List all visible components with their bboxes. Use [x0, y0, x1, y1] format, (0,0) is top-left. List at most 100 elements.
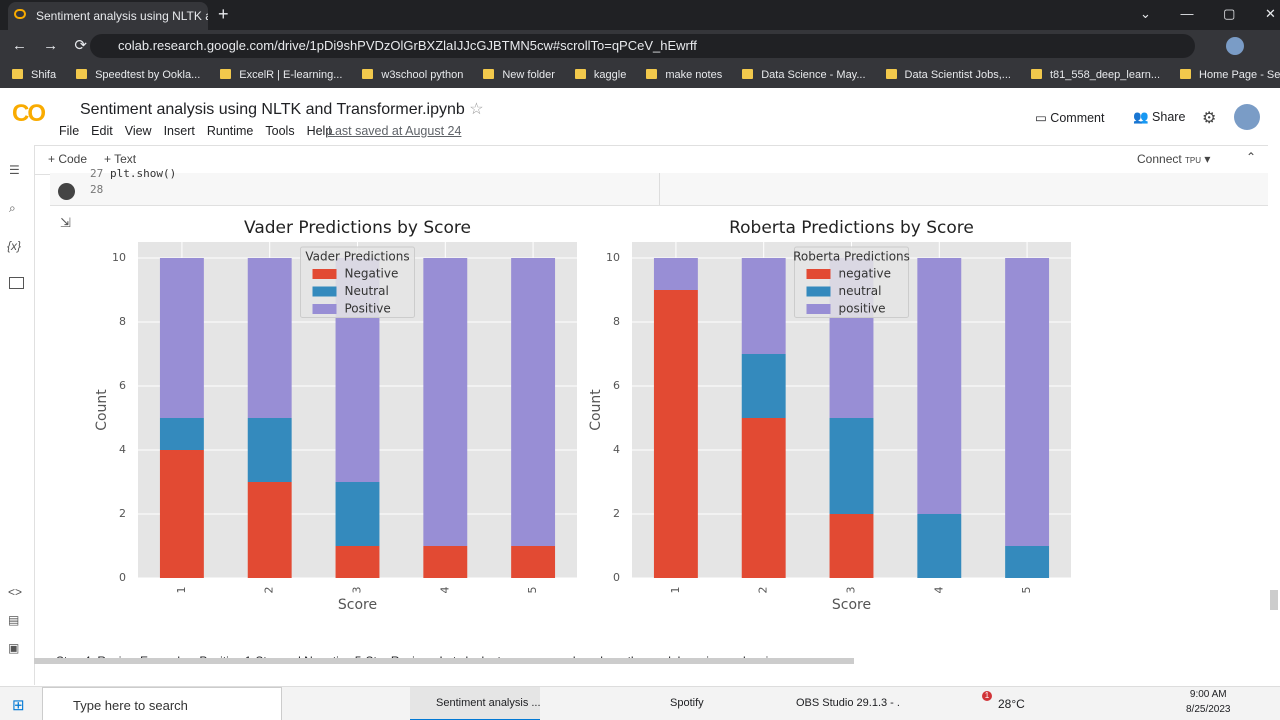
y-tick-label: 6 [119, 379, 126, 392]
x-tick-label: 5 [1020, 587, 1033, 594]
y-tick-label: 4 [613, 443, 620, 456]
x-tick-label: 2 [757, 587, 770, 594]
terminal-icon[interactable]: ▣ [8, 641, 20, 655]
comment-label[interactable]: Comment [1050, 111, 1105, 125]
bookmark[interactable]: Data Scientist Jobs,... [886, 69, 1011, 81]
legend-swatch [806, 286, 831, 297]
bar-segment [741, 418, 786, 578]
temperature[interactable]: 28°C [998, 697, 1025, 711]
app-label[interactable]: Spotify [670, 697, 704, 709]
bookmark[interactable]: make notes [646, 69, 722, 81]
collapse-button[interactable]: ⌃ [1246, 150, 1257, 164]
share-label[interactable]: Share [1152, 110, 1186, 124]
bar-segment [335, 546, 380, 578]
horizontal-scrollbar[interactable] [34, 658, 854, 664]
url[interactable]: colab.research.google.com/drive/1pDi9shP… [118, 38, 697, 53]
add-code-label[interactable]: Code [58, 152, 88, 166]
menu-item[interactable]: File [59, 124, 80, 138]
chart-title: Roberta Predictions by Score [729, 218, 974, 238]
clock[interactable]: 9:00 AM 8/25/2023 [1186, 689, 1231, 715]
menu-item[interactable]: Runtime [206, 124, 254, 138]
last-saved[interactable]: Last saved at August 24 [328, 124, 462, 138]
tab-title[interactable]: Sentiment analysis using NLTK an [36, 9, 208, 23]
output-icon[interactable]: ⇲ [60, 215, 71, 230]
taskbar-app[interactable]: Sentiment analysis ... [410, 687, 540, 720]
add-text-button[interactable]: + Text [104, 152, 137, 166]
taskbar-app[interactable]: Spotify [644, 687, 754, 720]
time[interactable]: 9:00 AM [1189, 689, 1227, 700]
toc-icon[interactable]: ☰ [9, 163, 20, 177]
legend-label: Neutral [345, 284, 389, 298]
add-text-label[interactable]: Text [114, 152, 137, 166]
bookmark[interactable]: Home Page - Select... [1180, 69, 1280, 81]
y-tick-label: 0 [613, 571, 620, 584]
app-label[interactable]: OBS Studio 29.1.3 - ... [796, 697, 900, 709]
menu-item[interactable]: View [124, 124, 152, 138]
command-icon[interactable]: ▤ [8, 613, 20, 627]
bookmark[interactable]: Shifa [12, 69, 56, 81]
snippets-icon[interactable]: <> [8, 585, 23, 599]
bookmark[interactable]: kaggle [575, 69, 626, 81]
start-button[interactable]: ⊞ [12, 697, 25, 714]
bar-segment [247, 418, 292, 482]
star-icon[interactable]: ☆ [469, 101, 484, 118]
legend-swatch [312, 304, 337, 314]
files-icon[interactable] [9, 277, 24, 289]
weather-badge: 1 [982, 691, 992, 701]
nav-buttons[interactable]: ← → ⟳ [12, 37, 87, 54]
notebook-title[interactable]: Sentiment analysis using NLTK and Transf… [80, 99, 484, 119]
y-tick-label: 4 [119, 443, 126, 456]
bar-segment [1005, 546, 1050, 578]
url-field[interactable]: colab.research.google.com/drive/1pDi9shP… [90, 34, 1195, 58]
connect-button[interactable]: Connect TPU ▾ [1137, 152, 1211, 166]
run-button[interactable] [58, 183, 75, 200]
bookmark[interactable]: w3school python [362, 69, 463, 81]
bar-segment [741, 354, 786, 418]
search-placeholder[interactable]: Type here to search [73, 698, 188, 713]
add-code-button[interactable]: + Code [48, 152, 88, 166]
app-label[interactable]: Sentiment analysis ... [436, 697, 540, 709]
vertical-scrollbar[interactable] [1270, 590, 1278, 610]
taskbar-app[interactable]: OBS Studio 29.1.3 - ... [770, 687, 900, 720]
title-text[interactable]: Sentiment analysis using NLTK and Transf… [80, 101, 465, 118]
new-tab-button[interactable]: + [218, 4, 229, 24]
colab-header [0, 88, 1280, 145]
bookmark[interactable]: ExcelR | E-learning... [220, 69, 342, 81]
bar-segment [917, 514, 962, 578]
settings-icon[interactable]: ⚙ [1202, 110, 1217, 127]
menu-item[interactable]: Tools [265, 124, 295, 138]
legend-title: Vader Predictions [305, 250, 409, 264]
bar-segment [829, 514, 874, 578]
legend-swatch [806, 269, 831, 279]
bookmark[interactable]: t81_558_deep_learn... [1031, 69, 1160, 81]
legend-box [794, 246, 909, 318]
comment-button[interactable]: ▭ Comment [1035, 110, 1104, 125]
bookmark[interactable]: Speedtest by Ookla... [76, 69, 200, 81]
bookmark[interactable]: New folder [483, 69, 555, 81]
user-avatar[interactable] [1234, 104, 1260, 130]
y-axis-label: Count [94, 389, 110, 431]
window-controls[interactable]: ⌄ — ▢ ✕ [1140, 6, 1276, 21]
menu-item[interactable]: Edit [91, 124, 113, 138]
menu-item[interactable]: Insert [163, 124, 195, 138]
y-tick-label: 10 [606, 251, 620, 264]
legend-box [300, 246, 415, 318]
cell-divider [659, 173, 660, 205]
x-tick-label: 2 [263, 587, 276, 594]
date[interactable]: 8/25/2023 [1186, 704, 1231, 715]
search-box[interactable]: Type here to search [42, 687, 282, 720]
bar-segment [1005, 258, 1050, 546]
browser-tab[interactable]: Sentiment analysis using NLTK an [8, 2, 208, 30]
runtime-type[interactable]: TPU [1185, 156, 1202, 165]
profile-avatar[interactable] [1226, 37, 1244, 55]
bookmark[interactable]: Data Science - May... [742, 69, 865, 81]
share-button[interactable]: 👥 Share [1133, 110, 1185, 125]
menu-item[interactable]: Help [306, 124, 333, 138]
connect-label[interactable]: Connect [1137, 152, 1182, 166]
legend-swatch [312, 286, 337, 297]
search-icon[interactable]: ⌕ [9, 201, 16, 215]
colab-logo[interactable]: CO [12, 100, 46, 127]
variables-icon[interactable]: {x} [7, 239, 22, 253]
